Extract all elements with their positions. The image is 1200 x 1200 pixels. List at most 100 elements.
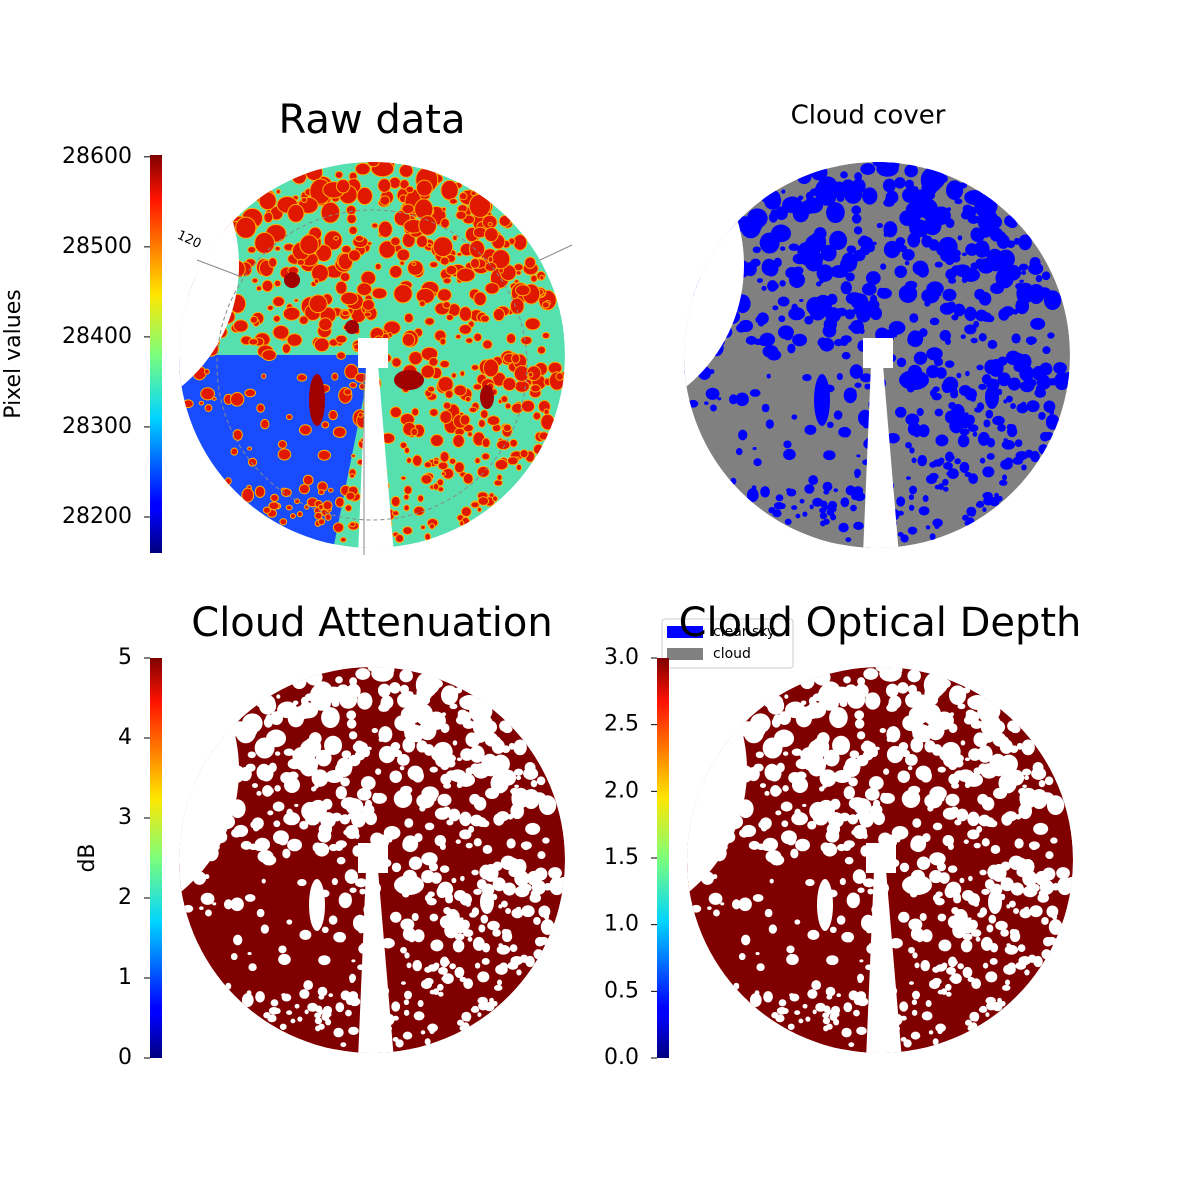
sky-blob xyxy=(492,929,501,937)
sky-blob xyxy=(383,825,401,840)
sky-blob xyxy=(1001,439,1016,450)
sky-blob xyxy=(738,319,754,332)
sky-blob xyxy=(482,358,500,378)
sky-blob xyxy=(472,383,483,391)
sky-blob xyxy=(1021,464,1027,471)
sky-blob xyxy=(936,862,947,872)
sky-blob xyxy=(520,399,536,413)
sky-blob xyxy=(449,703,458,710)
sky-blob xyxy=(905,476,911,480)
sky-blob xyxy=(773,502,785,510)
sky-blob xyxy=(1056,867,1070,879)
sky-blob xyxy=(418,300,426,308)
sky-blob xyxy=(841,741,847,746)
sky-blob xyxy=(364,816,372,822)
sky-blob xyxy=(455,210,467,221)
sky-blob xyxy=(957,434,970,448)
sky-blob xyxy=(957,703,966,710)
sky-blob xyxy=(408,350,423,366)
sky-blob xyxy=(356,186,373,206)
sky-blob xyxy=(377,178,392,193)
sky-blob xyxy=(792,777,808,793)
sky-blob xyxy=(978,763,988,774)
sky-blob xyxy=(740,217,761,239)
sky-blob xyxy=(414,703,433,725)
sky-blob xyxy=(513,279,520,284)
sky-blob xyxy=(971,978,982,990)
sky-blob xyxy=(463,978,474,990)
sky-blob xyxy=(491,754,510,774)
sky-blob xyxy=(755,316,763,324)
sky-blob xyxy=(251,277,259,284)
sky-blob xyxy=(396,248,411,262)
sky-blob xyxy=(1000,929,1009,937)
sky-blob xyxy=(971,929,982,937)
sky-blob xyxy=(469,912,478,918)
sky-blob xyxy=(335,786,347,800)
sky-blob xyxy=(798,1018,804,1024)
sky-blob xyxy=(942,478,949,486)
sky-blob xyxy=(908,981,914,985)
sky-blob xyxy=(975,501,985,508)
sky-blob xyxy=(902,875,932,895)
sky-blob xyxy=(354,878,368,888)
sky-blob xyxy=(437,793,452,807)
sky-blob xyxy=(394,370,424,390)
sky-blob xyxy=(988,820,998,828)
sky-blob xyxy=(389,770,402,783)
sky-blob xyxy=(261,373,267,380)
sky-blob xyxy=(521,905,535,918)
sky-blob xyxy=(772,305,779,311)
sky-blob xyxy=(482,942,491,953)
sky-blob xyxy=(349,381,358,389)
sky-blob xyxy=(350,453,356,458)
sky-blob xyxy=(548,867,562,879)
sky-blob xyxy=(294,803,299,808)
colorbar-label: dB xyxy=(75,843,100,872)
sky-blob xyxy=(967,1025,972,1031)
sky-blob xyxy=(427,385,436,393)
sky-blob xyxy=(426,242,433,248)
sky-blob xyxy=(945,218,955,229)
sky-blob xyxy=(982,962,989,969)
sky-blob xyxy=(929,317,940,326)
sky-blob xyxy=(486,415,501,426)
sky-blob xyxy=(301,702,308,708)
sky-blob xyxy=(759,783,766,788)
sky-blob xyxy=(260,924,269,934)
sky-blob xyxy=(848,797,866,810)
sky-blob xyxy=(321,926,329,934)
sky-blob xyxy=(1025,449,1034,458)
sky-blob xyxy=(1016,403,1029,414)
sky-blob xyxy=(894,177,906,189)
sky-blob xyxy=(911,1009,918,1016)
sky-blob xyxy=(530,889,541,898)
sky-blob xyxy=(483,864,499,882)
sky-blob xyxy=(1038,779,1046,788)
sky-blob xyxy=(983,496,994,506)
sky-blob xyxy=(889,937,903,949)
sky-blob xyxy=(965,414,975,426)
sky-blob xyxy=(826,1023,833,1030)
sky-blob xyxy=(296,373,308,382)
sky-blob xyxy=(442,973,454,984)
sky-blob xyxy=(459,520,465,527)
sky-blob xyxy=(489,997,494,1003)
sky-blob xyxy=(334,170,344,179)
sky-blob xyxy=(794,919,801,925)
sky-blob xyxy=(883,240,901,259)
sky-blob xyxy=(935,434,949,447)
sky-blob xyxy=(866,917,872,923)
sky-blob xyxy=(752,894,764,902)
sky-blob xyxy=(789,272,805,288)
sky-blob xyxy=(838,236,844,241)
sky-blob xyxy=(957,963,964,970)
sky-blob xyxy=(945,256,955,266)
sky-blob xyxy=(780,830,797,845)
sky-blob xyxy=(356,787,372,801)
sky-blob xyxy=(933,357,944,367)
sky-blob xyxy=(918,933,926,941)
sky-blob xyxy=(439,451,450,463)
sky-blob xyxy=(828,500,838,510)
sky-blob xyxy=(829,230,848,251)
